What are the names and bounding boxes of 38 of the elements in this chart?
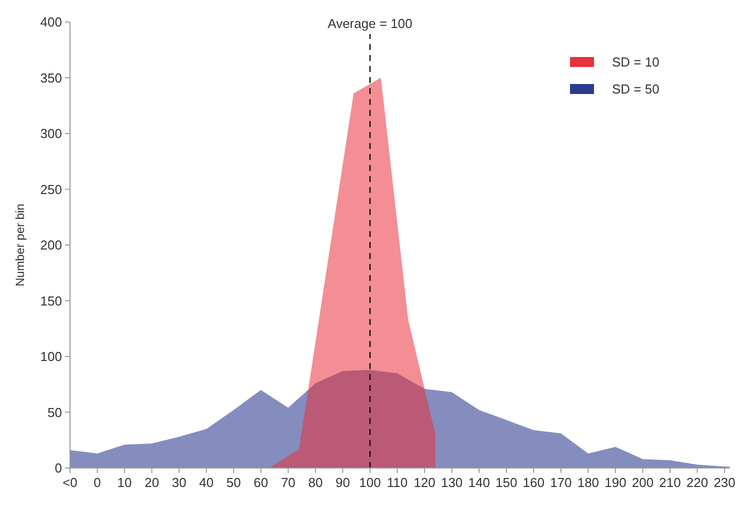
y-tick-label: 300 — [40, 126, 62, 142]
x-tick-label: 200 — [632, 475, 654, 490]
x-tick-label: 50 — [226, 475, 241, 490]
x-tick-label: 160 — [522, 475, 544, 490]
ref-line-label: Average = 100 — [328, 16, 412, 31]
x-tick-label: 60 — [254, 475, 268, 490]
x-tick-label: 140 — [468, 475, 490, 490]
y-tick-label: 250 — [40, 182, 62, 197]
y-tick-label: 50 — [48, 404, 62, 420]
x-tick-label: <0 — [62, 475, 78, 490]
x-tick-label: 40 — [199, 475, 214, 490]
x-tick-label: 0 — [94, 475, 101, 490]
y-tick-label: 100 — [40, 349, 62, 364]
y-tick-label: 350 — [40, 70, 62, 86]
x-tick-label: 100 — [359, 475, 381, 490]
y-tick-label: 0 — [54, 460, 62, 476]
x-tick-label: 190 — [604, 475, 626, 490]
x-tick-label: 230 — [714, 475, 736, 490]
x-tick-label: 90 — [335, 475, 350, 490]
x-tick-label: 70 — [280, 475, 296, 490]
x-tick-label: 130 — [440, 475, 463, 490]
x-tick-label: 20 — [144, 475, 160, 490]
x-tick-label: 30 — [172, 475, 186, 490]
x-tick-label: 110 — [386, 475, 408, 490]
x-tick-label: 10 — [117, 475, 132, 490]
x-tick-label: 180 — [577, 475, 600, 490]
y-tick-label: 400 — [40, 14, 62, 30]
x-tick-label: 210 — [659, 475, 681, 490]
y-tick-label: 150 — [40, 293, 62, 308]
legend-label: SD = 10 — [612, 54, 660, 70]
x-tick-label: 120 — [414, 475, 436, 490]
x-tick-label: 170 — [550, 475, 572, 490]
x-tick-label: 220 — [686, 475, 708, 490]
x-tick-label: 150 — [496, 475, 518, 490]
legend-label: SD = 50 — [612, 82, 660, 97]
y-axis-title: Number per bin — [13, 204, 27, 286]
x-tick-label: 80 — [308, 475, 323, 490]
y-tick-label: 200 — [40, 238, 62, 253]
